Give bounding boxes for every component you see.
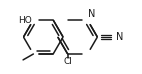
Text: HO: HO xyxy=(18,16,31,24)
Text: Cl: Cl xyxy=(63,57,72,66)
Text: N: N xyxy=(88,9,96,19)
Text: N: N xyxy=(116,32,124,42)
